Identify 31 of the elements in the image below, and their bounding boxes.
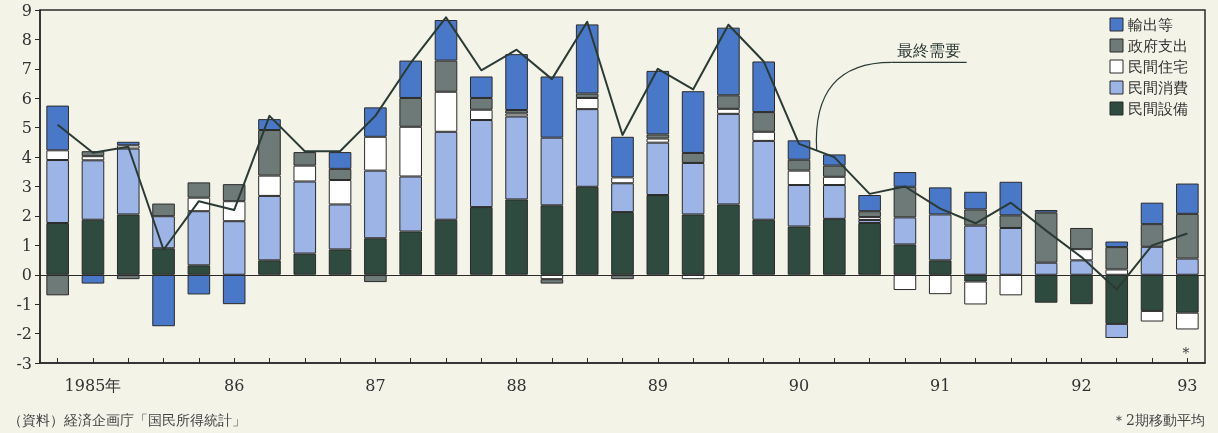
y-tick-label: 6: [21, 88, 32, 108]
y-tick-label: 2: [21, 206, 32, 226]
y-tick-label: 7: [21, 59, 32, 79]
annotation: ＊: [1178, 342, 1194, 362]
legend-label: 輸出等: [1128, 15, 1173, 34]
x-tick-label: 90: [788, 375, 810, 395]
y-tick-label: 8: [21, 29, 32, 49]
y-tick-label: -2: [16, 324, 32, 344]
x-tick-label: 86: [223, 375, 245, 395]
y-tick-label: 9: [21, 0, 32, 20]
y-tick-label: -3: [16, 353, 32, 373]
x-tick-label: 93: [1177, 375, 1198, 395]
text: ＊2期移動平均: [1112, 412, 1205, 428]
y-tick-label: 1: [21, 235, 32, 255]
legend-label: 民間消費: [1128, 78, 1188, 97]
x-tick-label: 88: [506, 375, 527, 395]
legend-label: 民間住宅: [1128, 57, 1188, 76]
text: （資料）経済企画庁「国民所得統計」: [8, 412, 246, 428]
y-tick-label: 0: [21, 265, 32, 285]
y-tick-label: 3: [21, 177, 32, 196]
legend-label: 民間設備: [1128, 99, 1188, 118]
x-tick-label: 92: [1071, 375, 1092, 395]
y-tick-label: 5: [21, 118, 32, 138]
y-tick-label: 4: [21, 147, 32, 167]
x-tick-label: 87: [365, 375, 386, 395]
y-tick-label: -1: [16, 294, 32, 314]
x-tick-label: 89: [647, 375, 668, 395]
x-tick-label: 91: [930, 375, 951, 395]
legend-label: 政府支出: [1128, 36, 1188, 55]
x-tick-label: 1985年: [64, 375, 122, 395]
text: 最終需要: [896, 40, 961, 60]
